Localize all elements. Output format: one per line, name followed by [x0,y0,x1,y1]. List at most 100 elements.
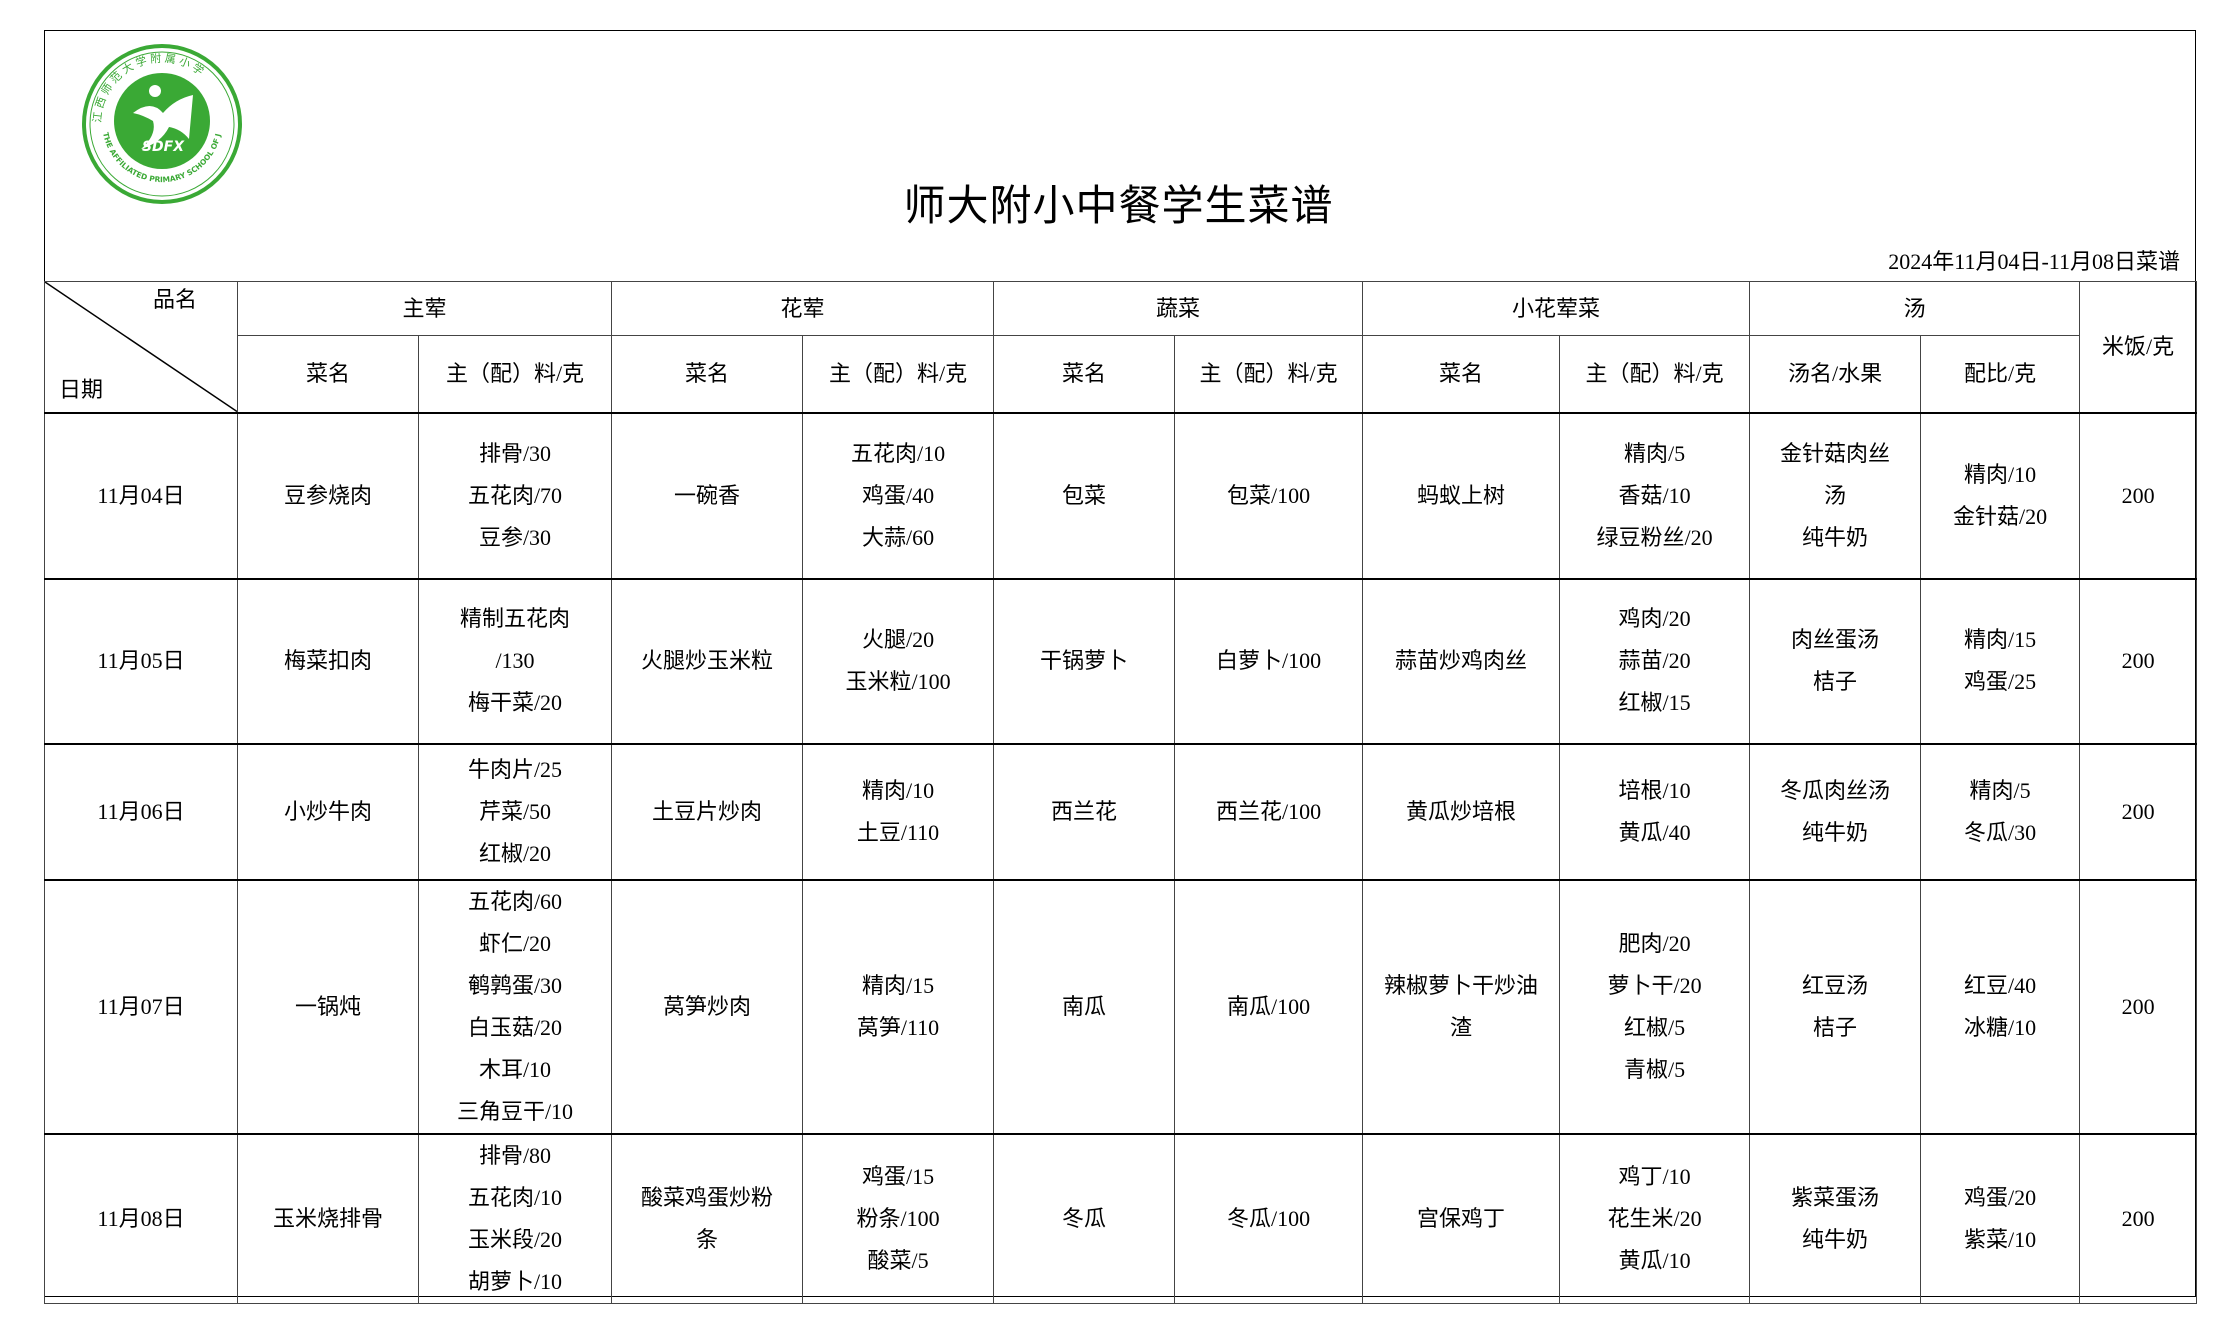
cell-line: 鸡肉/20 [1618,606,1691,631]
cell-line: 南瓜 [1062,993,1107,1019]
cell-line: 冬瓜/30 [1964,819,2037,845]
cell-line: 肉丝蛋汤 [1791,627,1880,652]
cell-line: 梅菜扣肉 [283,648,372,673]
cell-line: 精肉/15 [1964,627,2037,652]
ingredients-cell: 排骨/30 五花肉/70 豆参/30 [417,411,613,579]
cell-line: 金针菇/20 [1953,503,2048,529]
page-title: 师大附小中餐学生菜谱 [903,184,1334,230]
rice-cell: 200 [2079,1132,2198,1304]
cell-line: 玉米粒/100 [845,669,951,694]
dish-name-cell: 红豆汤 桔子 [1749,878,1922,1134]
cell-line: 玉米段/20 [467,1226,563,1252]
cell-line: 纯牛奶 [1802,1226,1869,1252]
date-cell: 11月05日 [44,577,238,744]
cell-line: 包菜 [1062,482,1107,508]
date-cell: 11月08日 [44,1132,238,1304]
corner-label-dish: 品名 [152,287,197,312]
cell-line: 黄瓜炒培根 [1406,798,1517,824]
cell-line: 冬瓜 [1062,1205,1107,1231]
cell-line: 汤 [1824,482,1847,508]
ingredients-cell: 冬瓜/100 [1174,1132,1364,1304]
ingredients-cell: 精制五花肉/130 梅干菜/20 [417,577,613,744]
rice-cell: 200 [2079,878,2198,1134]
cell-line: 一锅炖 [294,993,361,1019]
cell-line: 南瓜/100 [1226,993,1311,1019]
ingredients-cell: 排骨/80 五花肉/10 玉米段/20 胡萝卜/10 [417,1132,613,1304]
cell-line: 排骨/80 [478,1142,552,1168]
date-cell: 11月04日 [44,411,238,579]
cell-line: 鸡蛋/25 [1964,669,2037,694]
ingredients-cell: 精肉/10 土豆/110 [802,742,995,880]
ingredients-cell: 培根/10 黄瓜/40 [1559,742,1751,880]
dish-name-cell: 包菜 [993,411,1176,579]
cell-line: 桔子 [1813,669,1858,694]
cell-line: 黄瓜/40 [1618,819,1691,845]
cell-line: 牛肉片/25 [467,756,563,782]
cell-line: 精肉/5 [1623,440,1686,466]
cell-line: 豆参/30 [478,524,552,550]
cell-line: 莴笋炒肉 [663,993,752,1019]
menu-table: 品名 日期 主荤 花荤 蔬菜 小花荤菜 汤 米饭/克 菜名 主（配）料/克 菜名 主（… [44,281,2198,1304]
cell-line: 肥肉/20 [1618,930,1691,956]
dish-name-cell: 酸菜鸡蛋炒粉条 [611,1132,804,1304]
cell-line: 蒜苗炒鸡肉丝 [1395,648,1528,673]
ingredients-cell: 精肉/5 香菇/10 绿豆粉丝/20 [1559,411,1751,579]
cell-line: 莴笋/110 [856,1014,940,1040]
dish-name-cell: 干锅萝卜 [993,577,1176,744]
cell-line: 包菜/100 [1226,482,1311,508]
cell-line: 酸菜/5 [867,1247,929,1273]
cell-line: 黄瓜/10 [1618,1247,1691,1273]
dish-name-cell: 小炒牛肉 [237,742,419,880]
dish-name-cell: 西兰花 [993,742,1176,880]
cell-line: 土豆/110 [856,819,940,845]
sub-header: 主（配）料/克 [1174,335,1364,413]
cell-line: 西兰花 [1051,798,1118,824]
cell-line: 鸡蛋/15 [861,1163,935,1189]
cell-line: 虾仁/20 [478,930,552,956]
dish-name-cell: 玉米烧排骨 [237,1132,419,1304]
ingredients-cell: 包菜/100 [1174,411,1364,579]
cell-line: 酸菜鸡蛋炒粉 [641,1184,774,1210]
school-logo: SDFX THE AFFILIATED PRIMARY SCHOOL OF JX… [81,43,242,204]
ingredients-cell: 精肉/15 莴笋/110 [802,878,995,1134]
cell-line: 精肉/10 [861,777,935,803]
ingredients-cell: 五花肉/10 鸡蛋/40 大蒜/60 [802,411,995,579]
dish-name-cell: 紫菜蛋汤 纯牛奶 [1749,1132,1922,1304]
cell-line: 鸡蛋/40 [861,482,935,508]
cell-line: 鹌鹑蛋/30 [467,972,563,998]
ingredients-cell: 鸡蛋/15 粉条/100 酸菜/5 [802,1132,995,1304]
cell-line: 精肉/15 [861,972,935,998]
cell-line: 鸡丁/10 [1618,1163,1691,1189]
sub-header: 主（配）料/克 [1559,335,1751,413]
cell-line: 蒜苗/20 [1618,648,1691,673]
cell-line: 粉条/100 [856,1205,940,1231]
cell-line: 蚂蚁上树 [1417,482,1506,508]
cell-line: 花生米/20 [1607,1205,1702,1231]
sub-header: 主（配）料/克 [802,335,995,413]
ingredients-cell: 鸡蛋/20 紫菜/10 [1920,1132,2081,1304]
cell-line: 芹菜/50 [478,798,552,824]
cell-line: 一碗香 [674,482,741,508]
dish-name-cell: 一锅炖 [237,878,419,1134]
sub-header: 配比/克 [1920,335,2081,413]
ingredients-cell: 西兰花/100 [1174,742,1364,880]
ingredients-cell: 火腿/20 玉米粒/100 [802,577,995,744]
cell-line: 火腿炒玉米粒 [641,648,774,673]
cell-line: 冬瓜/100 [1226,1205,1311,1231]
ingredients-cell: 五花肉/60 虾仁/20 鹌鹑蛋/30 白玉菇/20 木耳/10 三角豆干/10 [417,878,613,1134]
ingredients-cell: 南瓜/100 [1174,878,1364,1134]
sub-header: 菜名 [237,335,419,413]
corner-label-date: 日期 [59,376,104,402]
corner-header: 品名 日期 [44,281,238,413]
cell-line: 精制五花肉 [460,606,571,631]
date-cell: 11月06日 [44,742,238,880]
cell-line: 鸡蛋/20 [1964,1184,2037,1210]
dish-name-cell: 一碗香 [611,411,804,579]
cell-line: 土豆片炒肉 [652,798,763,824]
ingredients-cell: 肥肉/20 萝卜干/20 红椒/5 青椒/5 [1559,878,1751,1134]
ingredients-cell: 精肉/10 金针菇/20 [1920,411,2081,579]
sub-header: 菜名 [611,335,804,413]
cell-line: 小炒牛肉 [283,798,372,824]
cell-line: 渣 [1450,1014,1473,1040]
dish-name-cell: 蚂蚁上树 [1362,411,1561,579]
